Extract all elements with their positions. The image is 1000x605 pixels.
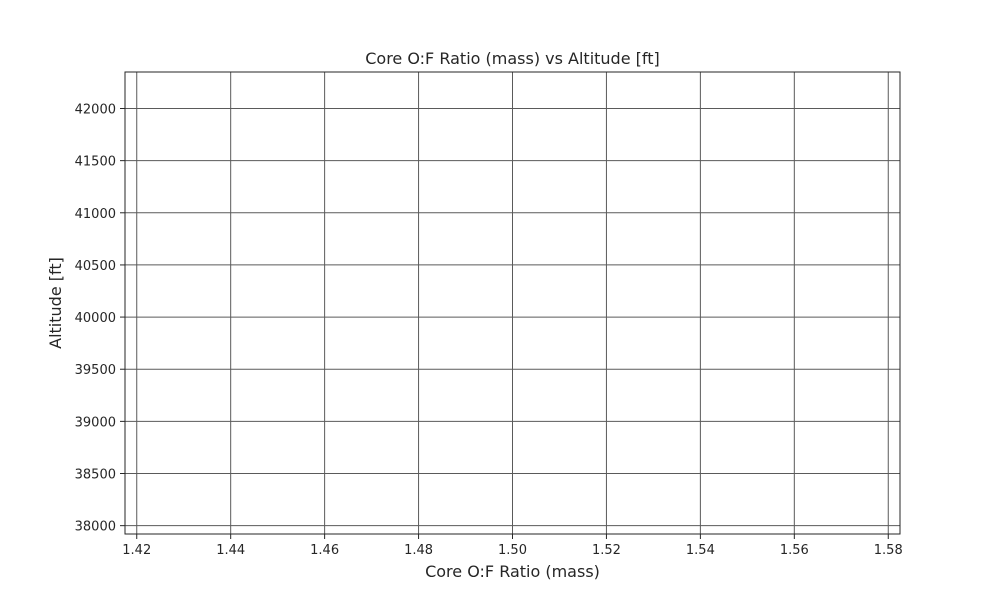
y-tick-label: 41500 [75,155,116,170]
chart-title: Core O:F Ratio (mass) vs Altitude [ft] [365,49,660,68]
tick-layer: 1.42 1.44 1.46 1.48 1.50 1.52 1.54 1.56 1.58 3800… [75,103,903,558]
x-tick-label: 1.50 [498,543,527,558]
x-tick-label: 1.48 [404,543,433,558]
x-tick-label: 1.42 [122,543,151,558]
x-tick-label: 1.44 [216,543,245,558]
y-tick-label: 40500 [75,259,116,274]
x-tick-label: 1.54 [686,543,715,558]
x-axis-label: Core O:F Ratio (mass) [425,562,600,581]
y-tick-label: 42000 [75,103,116,118]
x-tick-label: 1.56 [780,543,809,558]
y-tick-label: 38500 [75,468,116,483]
y-tick-label: 38000 [75,520,116,535]
plot-frame [124,71,901,535]
x-tick-label: 1.46 [310,543,339,558]
y-tick-label: 40000 [75,311,116,326]
x-tick-label: 1.52 [592,543,621,558]
y-tick-label: 39000 [75,415,116,430]
x-tick-label: 1.58 [874,543,903,558]
y-axis-label: Altitude [ft] [46,257,65,349]
grid-layer [125,72,900,534]
y-tick-label: 41000 [75,207,116,222]
y-tick-label: 39500 [75,363,116,378]
